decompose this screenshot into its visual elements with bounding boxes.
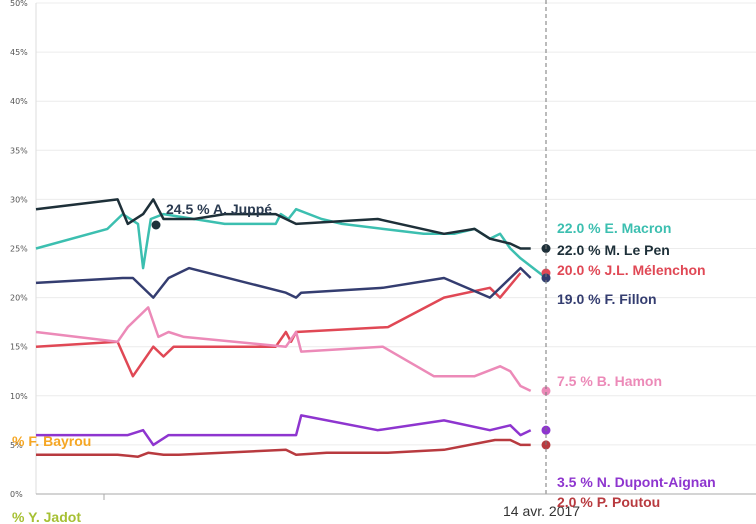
y-tick-label: 35% bbox=[10, 146, 28, 155]
y-tick-label: 20% bbox=[10, 294, 28, 303]
series-labels: 22.0 % E. Macron 22.0 % M. Le Pen 20.0 % J… bbox=[12, 220, 716, 524]
series-line-j-l-m-lenchon bbox=[35, 272, 522, 378]
series-label-f-fillon: 19.0 % F. Fillon bbox=[557, 291, 657, 307]
y-tick-label: 45% bbox=[10, 48, 28, 57]
series-end-dot-f-fillon bbox=[541, 273, 551, 283]
series-line-f-fillon bbox=[35, 266, 532, 299]
y-tick-label: 25% bbox=[10, 245, 28, 254]
series-lines bbox=[35, 198, 551, 458]
series-line-n-dupont-aignan bbox=[36, 414, 532, 447]
y-tick-label: 15% bbox=[10, 343, 28, 352]
y-tick-label: 10% bbox=[10, 392, 28, 401]
y-tick-label: 0% bbox=[10, 490, 23, 499]
y-tick-label: 50% bbox=[10, 0, 28, 8]
series-label-j-l-m-lenchon: 20.0 % J.L. Mélenchon bbox=[557, 262, 706, 278]
grid bbox=[35, 2, 756, 500]
series-label-m-le-pen: 22.0 % M. Le Pen bbox=[557, 242, 670, 258]
series-line-e-macron bbox=[35, 207, 547, 279]
series-end-dot-b-hamon bbox=[541, 386, 551, 396]
y-tick-label: 40% bbox=[10, 97, 28, 106]
series-label-e-macron: 22.0 % E. Macron bbox=[557, 220, 671, 236]
series-label-y-jadot: % Y. Jadot bbox=[12, 509, 81, 524]
series-label-p-poutou: 2.0 % P. Poutou bbox=[557, 494, 660, 510]
juppe-end-dot bbox=[151, 220, 161, 230]
y-tick-label: 5% bbox=[10, 441, 23, 450]
y-tick-label: 30% bbox=[10, 195, 28, 204]
series-line-p-poutou bbox=[36, 438, 531, 458]
juppe-label: 24.5 % A. Juppé bbox=[166, 201, 272, 217]
series-label-n-dupont-aignan: 3.5 % N. Dupont-Aignan bbox=[557, 474, 716, 490]
y-axis: 0% 5% 10% 15% 20% 25% 30% 35% 40% 45% 50% bbox=[10, 0, 28, 499]
series-line-m-le-pen bbox=[35, 198, 531, 250]
series-label-b-hamon: 7.5 % B. Hamon bbox=[557, 373, 662, 389]
series-line-b-hamon bbox=[35, 306, 532, 393]
series-label-f-bayrou: % F. Bayrou bbox=[12, 433, 91, 449]
date-marker-label: 14 avr. 2017 bbox=[503, 503, 580, 519]
